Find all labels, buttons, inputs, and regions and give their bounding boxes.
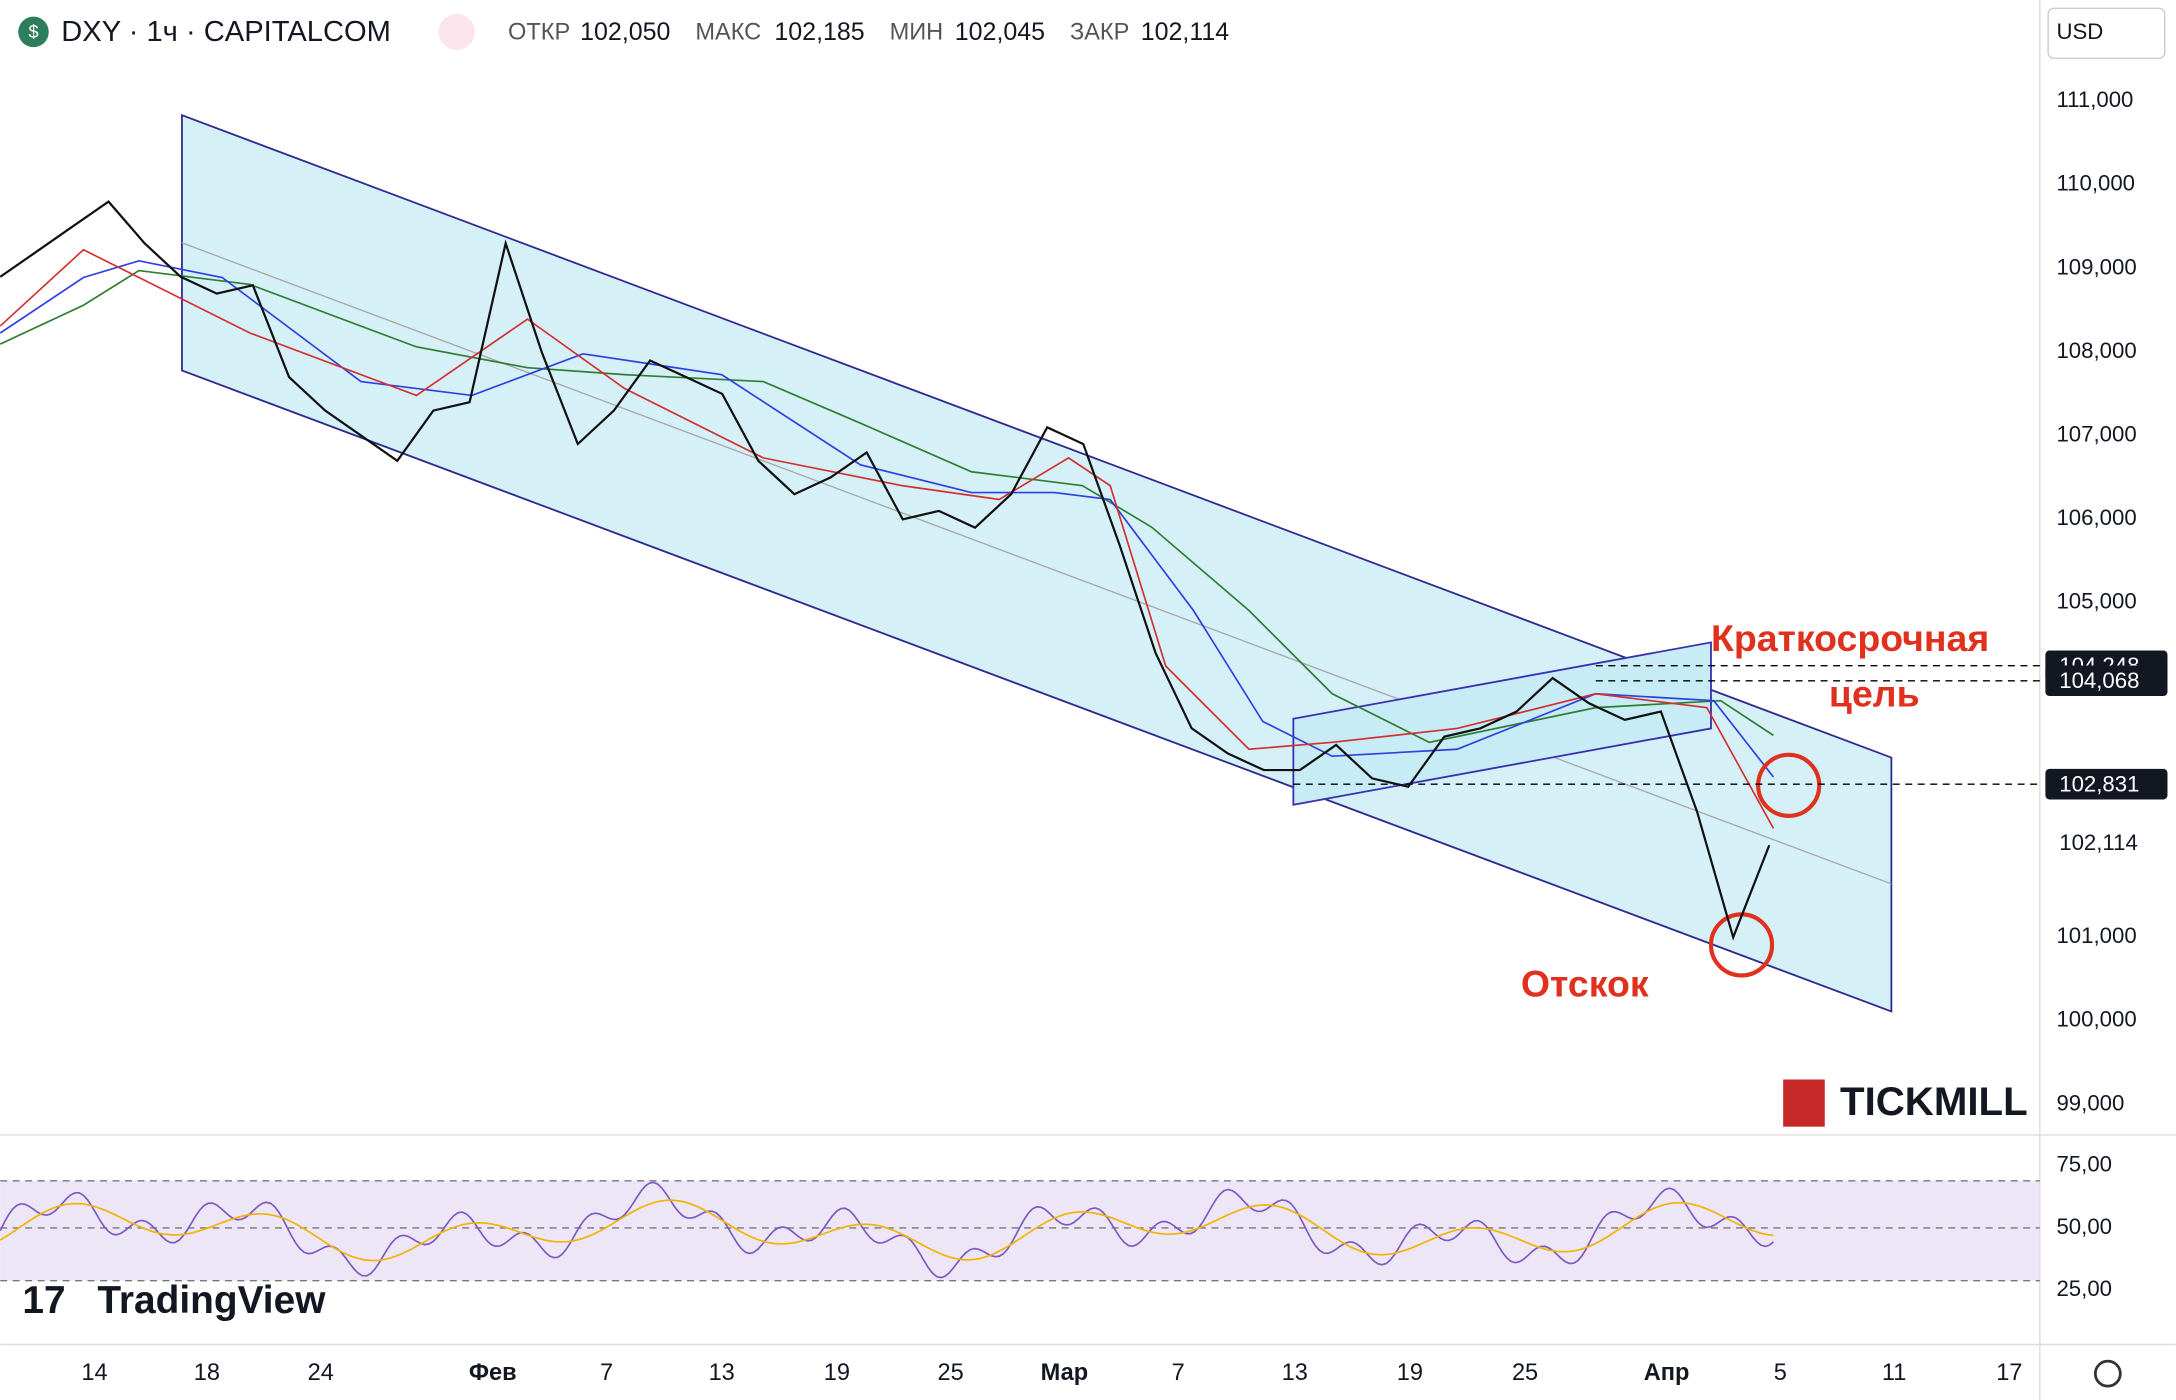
time-label: 7 — [1172, 1359, 1185, 1385]
rsi-ma — [0, 1199, 1774, 1262]
price-tick-label: 109,000 — [2056, 254, 2136, 279]
icon-glyph: $ — [28, 22, 38, 42]
ohlc-label: ОТКР — [508, 19, 570, 45]
rsi-tick-label: 50,00 — [2056, 1214, 2112, 1239]
target-circle — [1756, 752, 1822, 818]
indicator-icon — [438, 13, 475, 50]
price-tick-label: 110,000 — [2056, 171, 2135, 196]
time-label: Апр — [1644, 1359, 1690, 1385]
time-label: 11 — [1882, 1359, 1906, 1385]
price-line — [0, 200, 1771, 941]
ohlc-value: 102,050 — [580, 18, 670, 46]
rsi-tick-label: 75,00 — [2056, 1151, 2112, 1176]
level-label: 102,831 — [2059, 771, 2139, 796]
channel-midline — [181, 242, 1892, 885]
ohlc-value: 102,114 — [1141, 18, 1230, 46]
price-tick-label: 100,000 — [2056, 1007, 2136, 1032]
time-label: 17 — [1996, 1359, 2022, 1385]
price-tick-label: 106,000 — [2056, 505, 2136, 530]
rsi-tick-label: 25,00 — [2056, 1276, 2112, 1301]
level-label: 104,068 — [2059, 668, 2139, 693]
time-label: 13 — [709, 1359, 735, 1385]
rsi-band — [0, 1180, 2040, 1281]
ma-red — [0, 248, 1775, 829]
time-label: 19 — [1397, 1359, 1423, 1385]
level-tag — [2045, 768, 2168, 800]
price-tick-label: 101,000 — [2056, 923, 2136, 948]
time-label: 7 — [600, 1359, 613, 1385]
ma-green — [0, 269, 1774, 744]
time-label: 18 — [194, 1359, 220, 1385]
inner-channel — [1292, 641, 1712, 806]
level-tag — [2045, 665, 2168, 697]
broker: TICKMILL — [1840, 1079, 2028, 1124]
platform-logo: 17 — [22, 1279, 65, 1322]
time-label: Мар — [1041, 1359, 1088, 1385]
symbol-icon — [18, 16, 49, 48]
time-label: 13 — [1282, 1359, 1308, 1385]
time-label: 24 — [308, 1359, 334, 1385]
broker-logo — [1783, 1079, 1825, 1127]
ohlc-label: ЗАКР — [1070, 19, 1129, 45]
price-tick-label: 108,000 — [2056, 338, 2136, 363]
ohlc-value: 102,045 — [955, 18, 1045, 46]
last-price: 102,114 — [2059, 830, 2138, 855]
price-tick-label: 105,000 — [2056, 589, 2136, 614]
annotation: Отскок — [1521, 962, 1649, 1004]
ohlc-value: 102,185 — [774, 18, 864, 46]
time-label: 19 — [824, 1359, 850, 1385]
price-tick-label: 107,000 — [2056, 422, 2136, 447]
annotation: Краткосрочная — [1711, 617, 1989, 659]
time-label: 25 — [938, 1359, 964, 1385]
annotation: цель — [1829, 672, 1920, 714]
currency-select[interactable] — [2047, 7, 2166, 59]
rsi-line — [0, 1181, 1774, 1279]
price-tick-label: 111,000 — [2056, 87, 2133, 112]
ohlc-label: МАКС — [695, 19, 761, 45]
ohlc-label: МИН — [890, 19, 944, 45]
platform: TradingView — [97, 1279, 326, 1322]
time-label: Фев — [469, 1359, 517, 1385]
currency: USD — [2056, 19, 2103, 44]
symbol: DXY · 1ч · CAPITALCOM — [61, 16, 391, 48]
time-label: 25 — [1512, 1359, 1538, 1385]
time-label: 14 — [81, 1359, 107, 1385]
settings[interactable] — [2093, 1359, 2122, 1388]
ma-blue — [0, 259, 1775, 778]
price-tick-label: 99,000 — [2056, 1090, 2124, 1115]
time-label: 5 — [1774, 1359, 1787, 1385]
